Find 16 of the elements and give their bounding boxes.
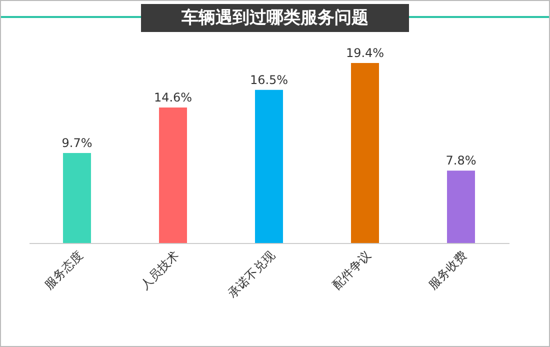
data-label: 9.7% xyxy=(62,136,92,150)
bar xyxy=(159,108,187,243)
x-tick-label: 人员技术 xyxy=(138,248,182,292)
x-tick-label: 配件争议 xyxy=(330,248,374,292)
x-tick-label: 服务态度 xyxy=(42,248,86,292)
bar xyxy=(351,63,379,243)
bar xyxy=(63,153,91,243)
data-label: 19.4% xyxy=(346,46,384,60)
bar xyxy=(447,170,475,243)
chart-title: 车辆遇到过哪类服务问题 xyxy=(141,4,409,32)
x-tick-label: 服务收费 xyxy=(426,248,470,292)
bar xyxy=(255,90,283,243)
x-tick-label: 承诺不兑现 xyxy=(225,248,278,300)
data-label: 14.6% xyxy=(154,90,192,105)
data-label: 16.5% xyxy=(250,72,288,87)
data-label: 7.8% xyxy=(446,154,476,168)
